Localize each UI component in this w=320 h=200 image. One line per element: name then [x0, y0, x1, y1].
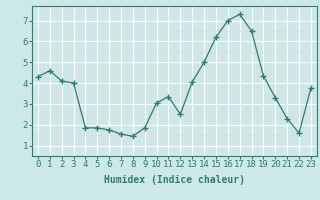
X-axis label: Humidex (Indice chaleur): Humidex (Indice chaleur)	[104, 175, 245, 185]
